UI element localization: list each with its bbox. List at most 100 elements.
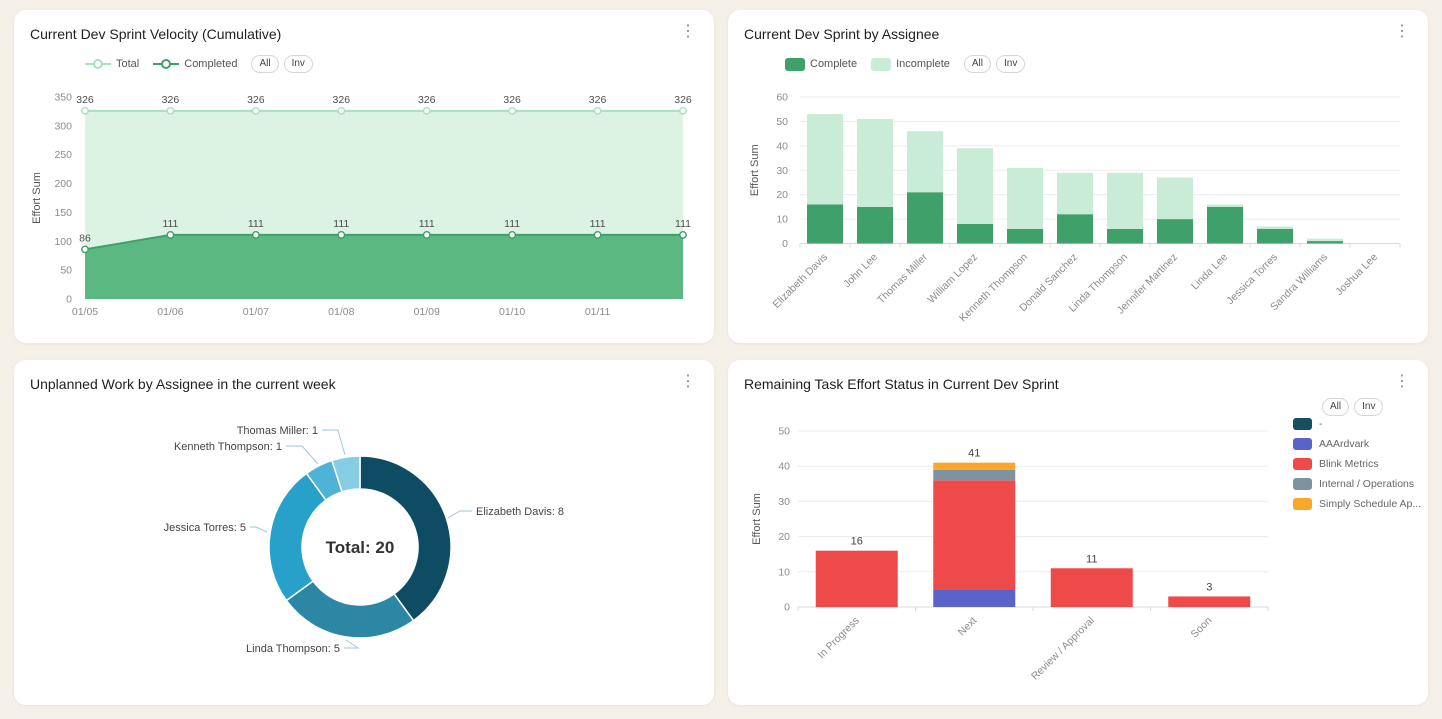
donut-center-label: Total: 20 [326, 538, 395, 557]
bar-segment-incomplete[interactable] [957, 148, 993, 224]
kebab-menu-icon[interactable]: ⋮ [680, 23, 696, 40]
bar-segment-simply-schedule-ap[interactable] [933, 462, 1016, 470]
legend-item-completed[interactable]: Completed [153, 58, 237, 70]
x-axis-label: John Lee [841, 251, 880, 290]
point-marker[interactable] [422, 231, 431, 239]
bar-segment-complete[interactable] [857, 206, 893, 244]
inv-filter-button[interactable]: Inv [996, 55, 1026, 73]
data-label: 326 [418, 94, 436, 106]
donut-slice-elizabeth-davis[interactable] [359, 455, 452, 622]
bar-segment-complete[interactable] [1207, 206, 1243, 244]
filter-buttons: All Inv [251, 55, 313, 73]
legend-circle [93, 59, 103, 69]
bar-segment-incomplete[interactable] [1207, 204, 1243, 207]
area-completed[interactable] [85, 234, 683, 299]
point-marker[interactable] [81, 106, 89, 115]
bar-total-label: 3 [1206, 581, 1212, 593]
bar-segment-blink-metrics[interactable] [815, 550, 898, 607]
bar-segment-internal-operations[interactable] [933, 469, 1016, 481]
point-marker[interactable] [166, 231, 175, 239]
donut-slice-linda-thompson[interactable] [285, 580, 415, 639]
bar-segment-incomplete[interactable] [1257, 226, 1293, 229]
legend-item-incomplete[interactable]: Incomplete [871, 57, 950, 71]
bar-segment-blink-metrics[interactable] [1050, 568, 1133, 607]
bar-segment-complete[interactable] [1257, 228, 1293, 244]
slice-label: Thomas Miller: 1 [237, 425, 318, 437]
bar-segment-complete[interactable] [1107, 228, 1143, 244]
inv-filter-button[interactable]: Inv [283, 55, 313, 73]
data-label: 111 [162, 218, 178, 230]
data-label: 111 [675, 218, 691, 230]
bar-segment-incomplete[interactable] [1307, 238, 1343, 242]
data-label: 326 [503, 94, 521, 106]
kebab-menu-icon[interactable]: ⋮ [1394, 373, 1410, 390]
donut-slice-jessica-torres[interactable] [268, 472, 327, 602]
bar-segment-incomplete[interactable] [1007, 167, 1043, 229]
bar-segment-complete[interactable] [957, 223, 993, 244]
inv-filter-button[interactable]: Inv [1354, 398, 1384, 416]
bar-segment-complete[interactable] [1007, 228, 1043, 244]
legend-item-simply-schedule-ap[interactable]: Simply Schedule Ap... [1293, 498, 1421, 510]
bar-segment-incomplete[interactable] [907, 131, 943, 193]
bar-segment-blink-metrics[interactable] [1168, 596, 1251, 607]
line-completed [84, 233, 683, 251]
data-label: 326 [247, 94, 265, 106]
y-tick-label: 10 [776, 214, 788, 226]
point-marker[interactable] [337, 231, 346, 239]
y-tick-label: 50 [778, 426, 790, 438]
bar-segment-blink-metrics[interactable] [933, 480, 1016, 590]
legend-swatch-icon [1293, 438, 1312, 450]
legend-item-dash[interactable]: - [1293, 418, 1421, 430]
point-marker[interactable] [593, 231, 602, 239]
donut-slice-thomas-miller[interactable] [330, 455, 361, 493]
legend-swatch-icon [1293, 478, 1312, 490]
all-filter-button[interactable]: All [251, 55, 279, 73]
bar-segment-incomplete[interactable] [1107, 172, 1143, 229]
data-label: 326 [333, 94, 351, 106]
slice-label: Elizabeth Davis: 8 [476, 506, 564, 518]
legend-label: Incomplete [896, 58, 950, 70]
point-marker[interactable] [251, 106, 260, 115]
legend-item-blink-metrics[interactable]: Blink Metrics [1293, 458, 1421, 470]
bar-segment-incomplete[interactable] [857, 118, 893, 207]
point-marker[interactable] [422, 106, 431, 115]
panel-title: Current Dev Sprint Velocity (Cumulative) [30, 26, 282, 42]
point-marker[interactable] [679, 231, 687, 239]
point-marker[interactable] [337, 106, 346, 115]
legend-label: Complete [810, 58, 858, 70]
bar-segment-incomplete[interactable] [1157, 177, 1193, 220]
bar-segment-complete[interactable] [807, 204, 843, 244]
kebab-menu-icon[interactable]: ⋮ [1394, 23, 1410, 40]
legend-swatch-icon [1293, 458, 1312, 470]
point-marker[interactable] [166, 106, 175, 115]
point-marker[interactable] [679, 106, 687, 115]
x-axis-label: In Progress [815, 615, 861, 661]
bar-segment-incomplete[interactable] [807, 114, 843, 205]
all-filter-button[interactable]: All [1322, 398, 1350, 416]
legend-label: Completed [184, 58, 238, 70]
chart-legend: - AAArdvark Blink Metrics Internal / Operat… [1293, 418, 1421, 510]
x-axis-label: 01/06 [157, 306, 183, 318]
point-marker[interactable] [508, 231, 517, 239]
kebab-menu-icon[interactable]: ⋮ [680, 373, 696, 390]
bar-segment-aaardvark[interactable] [933, 589, 1016, 607]
bar-segment-complete[interactable] [907, 192, 943, 244]
point-marker[interactable] [508, 106, 517, 115]
chart-legend: Complete Incomplete All Inv [785, 55, 1026, 73]
point-marker[interactable] [593, 106, 602, 115]
data-label: 326 [162, 94, 180, 106]
legend-item-internal-operations[interactable]: Internal / Operations [1293, 478, 1421, 490]
legend-item-total[interactable]: Total [85, 58, 139, 70]
legend-item-complete[interactable]: Complete [785, 57, 858, 71]
all-filter-button[interactable]: All [963, 55, 992, 73]
slice-label: Kenneth Thompson: 1 [174, 441, 282, 453]
x-axis-label: 01/07 [243, 306, 269, 318]
y-axis-title: Effort Sum [751, 493, 763, 545]
bar-segment-complete[interactable] [1307, 241, 1343, 244]
point-marker[interactable] [81, 245, 89, 254]
legend-item-aaardvark[interactable]: AAArdvark [1293, 438, 1421, 450]
point-marker[interactable] [251, 231, 260, 239]
bar-segment-complete[interactable] [1057, 214, 1093, 244]
bar-segment-incomplete[interactable] [1057, 172, 1093, 215]
bar-segment-complete[interactable] [1157, 219, 1193, 244]
